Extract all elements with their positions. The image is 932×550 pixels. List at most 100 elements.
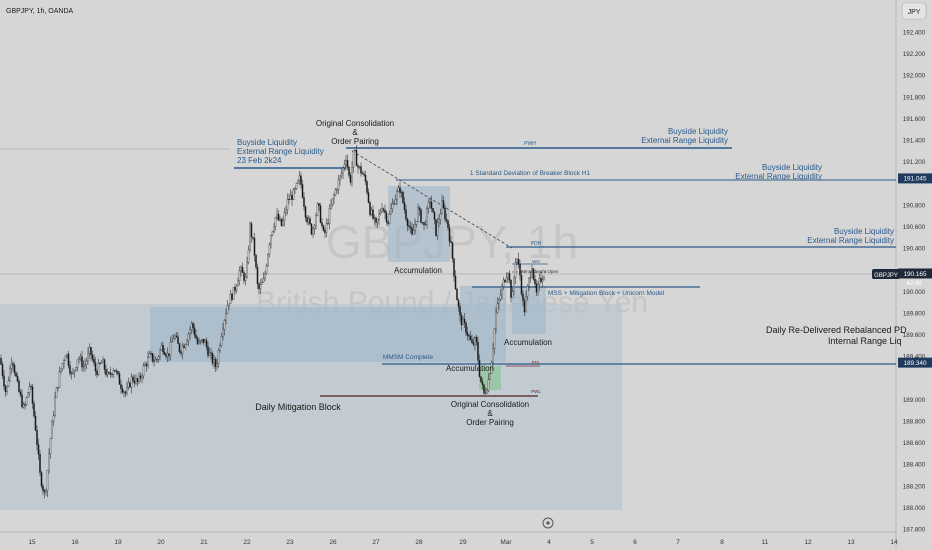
accumulation-label-2: Accumulation xyxy=(446,364,494,373)
orig-consolidation-top-line-3: Order Pairing xyxy=(331,137,379,146)
x-tick-label: 19 xyxy=(114,539,122,546)
candle-body xyxy=(244,276,247,281)
candle-body xyxy=(511,291,514,298)
candle-body xyxy=(261,282,263,285)
candle-body xyxy=(411,227,413,235)
candle-body xyxy=(304,206,307,218)
accumulation-box-2[interactable] xyxy=(460,286,506,362)
x-tick-label: Mar xyxy=(500,539,512,546)
candle-body xyxy=(228,303,230,306)
symbol-badge-label: GBPJPY xyxy=(874,273,898,279)
candle-body xyxy=(142,365,145,377)
accumulation-label-1: Accumulation xyxy=(394,266,442,275)
candle-body xyxy=(319,205,322,223)
candle-body xyxy=(436,222,439,236)
candle-body xyxy=(160,344,163,351)
y-tick-label: 188.200 xyxy=(903,483,926,490)
y-tick-label: 190.000 xyxy=(903,289,926,296)
dashed-trendline[interactable] xyxy=(351,150,513,249)
candle-body xyxy=(450,241,452,243)
symbol-header[interactable]: GBPJPY, 1h, OANDA xyxy=(6,8,74,15)
candle-body xyxy=(268,243,271,255)
timeline-settings-icon[interactable] xyxy=(542,517,554,529)
candle-body xyxy=(502,279,505,287)
candle-body xyxy=(378,213,380,220)
candle-body xyxy=(243,272,245,281)
candle-body xyxy=(223,320,226,330)
candle-body xyxy=(457,299,460,307)
candle-body xyxy=(435,219,437,236)
candle-body xyxy=(75,367,77,371)
candle-body xyxy=(382,208,385,211)
accumulation-box-3[interactable] xyxy=(512,286,546,334)
candle-body xyxy=(393,203,395,205)
buyside-right-2-line-2: External Range Liquidity xyxy=(735,172,822,181)
candle-body xyxy=(466,332,469,336)
orig-consolidation-bottom-line-1: Original Consolidation xyxy=(451,400,529,409)
x-tick-label: 4 xyxy=(547,539,551,546)
candle-body xyxy=(373,217,376,219)
price-badge xyxy=(898,268,932,279)
candle-body xyxy=(532,268,535,280)
candle-body xyxy=(517,258,520,265)
candle-body xyxy=(225,313,227,321)
candle-body xyxy=(85,360,88,365)
candle-body xyxy=(132,376,134,381)
candle-body xyxy=(256,266,259,285)
y-tick-label: 191.400 xyxy=(903,138,926,145)
candle-body xyxy=(33,403,35,417)
candle-body xyxy=(178,343,181,353)
candle-body xyxy=(309,218,311,225)
candle-body xyxy=(174,335,176,339)
candle-body xyxy=(442,200,445,209)
candle-body xyxy=(369,202,371,216)
candle-body xyxy=(292,189,295,200)
candle-body xyxy=(418,207,421,210)
candle-body xyxy=(49,438,52,454)
candle-body xyxy=(271,231,274,236)
y-tick-label: 192.000 xyxy=(903,73,926,80)
candle-body xyxy=(520,275,523,295)
candle-body xyxy=(348,167,350,176)
candle-body xyxy=(472,342,475,345)
y-tick-label: 191.800 xyxy=(903,94,926,101)
candle-body xyxy=(265,265,268,274)
candle-body xyxy=(90,347,92,356)
buyside-right-1-line-2: External Range Liquidity xyxy=(641,136,728,145)
candle-body xyxy=(303,197,305,207)
candle-body xyxy=(205,340,208,347)
accumulation-box-1[interactable] xyxy=(388,186,450,262)
candle-body xyxy=(52,415,55,422)
candle-body xyxy=(339,175,341,181)
candle-body xyxy=(187,333,190,342)
buyside-right-1-line-1: Buyside Liquidity xyxy=(668,127,728,136)
candle-body xyxy=(522,293,524,301)
candle-body xyxy=(79,356,82,359)
candle-body xyxy=(333,194,335,199)
candle-body xyxy=(315,215,317,226)
candle-body xyxy=(232,287,235,300)
candle-body xyxy=(445,218,448,221)
candle-body xyxy=(40,472,43,487)
candle-body xyxy=(100,361,103,364)
candle-body xyxy=(42,485,44,491)
currency-button[interactable] xyxy=(901,2,927,20)
buyside-right-2-line-1: Buyside Liquidity xyxy=(762,163,822,172)
candle-body xyxy=(238,270,241,282)
candle-body xyxy=(412,230,415,235)
candle-body xyxy=(366,181,368,193)
pwh-label: PWH xyxy=(524,141,536,147)
candle-body xyxy=(171,340,173,343)
watermark-ticker: GBPJPY, 1h xyxy=(326,216,578,268)
candle-body xyxy=(54,397,56,416)
pwl-label: PWL xyxy=(531,389,541,394)
daily-mitigation-block[interactable] xyxy=(150,307,460,362)
pdh-label: PDH xyxy=(531,241,542,247)
candle-body xyxy=(6,385,8,393)
candle-body xyxy=(409,226,412,228)
x-tick-label: 21 xyxy=(200,539,208,546)
candle-body xyxy=(112,370,115,375)
candle-body xyxy=(82,365,85,368)
candle-body xyxy=(399,187,401,193)
